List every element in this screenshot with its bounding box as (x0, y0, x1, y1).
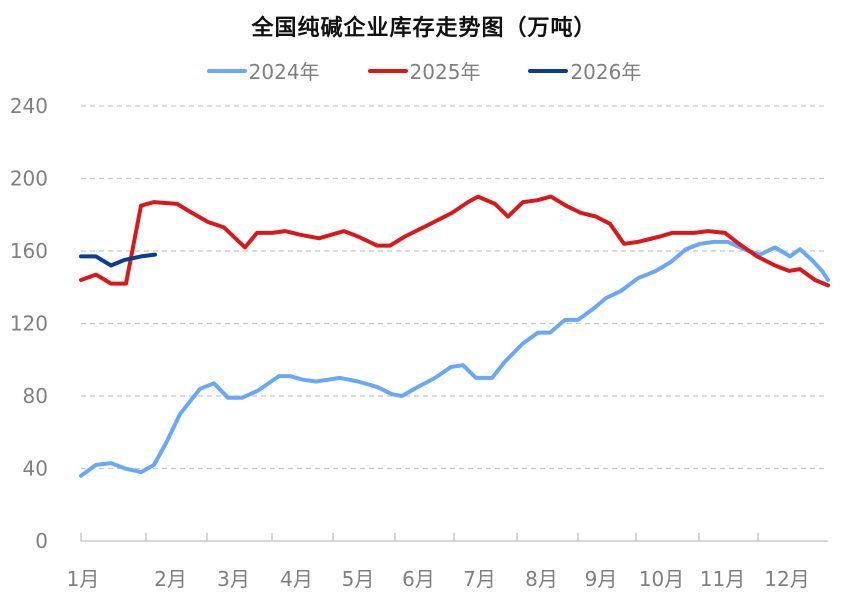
x-tick-label: 11月 (700, 567, 745, 591)
x-tick-label: 3月 (217, 567, 250, 591)
legend-swatch-2024 (206, 68, 247, 73)
x-tick-label: 4月 (280, 567, 313, 591)
legend-item-2025: 2025年 (367, 56, 481, 85)
x-axis: 1月 2月 3月 4月 5月 6月 7月 8月 9月 10月 11月 12月 (67, 533, 828, 591)
y-tick-label: 120 (10, 312, 48, 336)
y-tick-label: 240 (10, 94, 48, 118)
x-tick-label: 12月 (764, 567, 809, 591)
y-tick-label: 40 (23, 457, 48, 481)
y-tick-label: 0 (35, 529, 48, 553)
x-tick-label: 6月 (402, 567, 435, 591)
legend-swatch-2026 (528, 68, 569, 73)
y-tick-label: 160 (10, 239, 48, 263)
chart-title: 全国纯碱企业库存走势图（万吨） (251, 16, 597, 41)
x-tick-label: 1月 (67, 567, 100, 591)
x-tick-label: 7月 (463, 567, 496, 591)
series-line-2024年 (79, 239, 830, 478)
series-lines (79, 194, 830, 478)
y-tick-label: 200 (10, 167, 48, 191)
legend-swatch-2025 (367, 68, 408, 73)
x-tick-label: 5月 (342, 567, 375, 591)
chart-legend: 2024年 2025年 2026年 (0, 56, 848, 85)
legend-label-2025: 2025年 (409, 60, 481, 84)
legend-label-2024: 2024年 (248, 60, 320, 84)
x-tick-label: 2月 (154, 567, 187, 591)
legend-item-2024: 2024年 (206, 56, 320, 85)
legend-item-2026: 2026年 (528, 56, 641, 85)
series-line-2025年 (79, 194, 830, 288)
gridlines (81, 105, 828, 470)
series-line-2026年 (79, 252, 157, 268)
legend-label-2026: 2026年 (570, 60, 642, 84)
y-axis: 0 40 80 120 160 200 240 (10, 94, 48, 553)
y-tick-label: 80 (23, 384, 48, 408)
x-tick-label: 10月 (639, 567, 684, 591)
x-tick-label: 9月 (585, 567, 618, 591)
x-tick-label: 8月 (525, 567, 558, 591)
